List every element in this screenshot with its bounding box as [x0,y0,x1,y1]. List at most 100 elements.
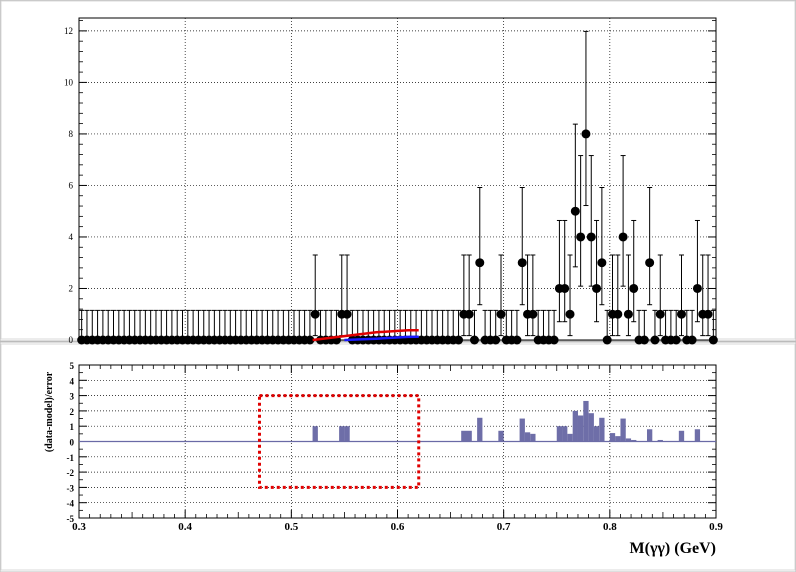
fit-data-point [310,309,320,319]
pull-bar [599,417,605,442]
pull-bar [588,413,594,442]
pull-bar [583,400,589,442]
fit-data-point [676,309,686,319]
pull-xtick-label: 0.6 [391,521,405,533]
model-curve-red [312,328,419,342]
pull-ytick-label: 2 [70,407,75,417]
pull-bar [625,438,632,442]
pull-xtick-label: 0.5 [284,521,298,533]
pull-bar [593,426,600,442]
pull-bar [466,430,472,442]
pull-bar [519,418,525,442]
pull-ytick-label: -3 [67,483,75,493]
fit-data-point [491,335,501,345]
fit-data-point [623,309,633,319]
fit-data-point [597,258,607,268]
fit-data-point [565,309,575,319]
pull-ytick-label: 0 [70,438,75,448]
pull-bar [615,436,621,442]
x-axis-title: M(γγ) (GeV) [630,540,716,557]
fit-ytick-label: 6 [69,180,74,190]
pull-bar [694,429,701,442]
fit-data-point [528,309,538,319]
fit-data-point [708,335,718,345]
fit-data-point [692,283,702,293]
pull-panel: -5 -4 -3 -2 -1 0 1 2 3 4 5 0.3 0.4 0.5 0.6 0.7 0.8 0.9 [67,361,724,533]
fit-data-point [671,335,681,345]
pull-bar [657,439,663,442]
pull-bar [572,410,578,442]
fit-frame [78,17,717,341]
y-axis-title: (data-model)/error [44,371,55,452]
fit-data-point [305,335,315,345]
pull-bar [646,429,653,442]
fit-data-point [512,335,522,345]
fit-data-point [602,335,612,345]
model-curve-blue [344,335,419,342]
fit-ytick-label: 12 [64,26,73,36]
fit-data-point [576,232,586,242]
pull-bar [609,433,616,442]
pull-bar [631,439,637,442]
bottom-pad-border [0,343,796,571]
fit-data-point [469,335,479,345]
pull-bar [477,417,483,442]
fit-data-point [475,258,485,268]
fit-data-point [655,309,665,319]
pull-bar [620,418,626,442]
fit-data-point [549,335,559,345]
pull-ytick-label: 1 [70,422,75,432]
pull-ytick-label: 5 [70,361,75,371]
pull-bar [530,433,536,442]
pull-ytick-label: -5 [67,514,75,524]
fit-data-point [687,335,697,345]
pull-bar [498,430,504,442]
fit-data-point [464,309,474,319]
pull-bar [562,426,568,442]
pull-ytick-label: -4 [67,499,75,509]
pull-bar [461,430,467,442]
fit-data-point [560,283,570,293]
pull-bar [312,426,318,442]
fit-data-point [517,258,527,268]
pull-bar [567,433,573,442]
fit-data-point [454,335,464,345]
pull-bar [678,430,685,442]
fit-data-point [639,335,649,345]
fit-data-point [581,129,591,139]
pull-xtick-label: 0.4 [178,521,192,533]
pull-xtick-label: 0.3 [72,521,86,533]
fit-data-point [592,283,602,293]
pull-bar [556,426,563,442]
fit-data-point [629,283,639,293]
pull-ytick-label: 4 [70,376,75,386]
fit-ytick-label: 2 [69,283,74,293]
fit-data-point [703,309,713,319]
fit-data-point [650,335,660,345]
pull-bar [344,426,350,442]
fit-data-point [618,232,628,242]
pull-ytick-label: -1 [67,453,75,463]
pull-xtick-label: 0.7 [497,521,511,533]
fit-data-point [645,258,655,268]
pull-ytick-label: 3 [70,392,75,402]
pull-ytick-label: -2 [67,468,75,478]
fit-ytick-label: 0 [69,335,74,345]
fit-ytick-label: 4 [69,232,74,242]
fit-data-point [496,309,506,319]
fit-ytick-label: 10 [64,77,74,87]
fit-panel: 0 2 4 6 8 10 12 [64,17,718,345]
highlight-box [257,394,421,489]
fit-ytick-label: 8 [69,129,74,139]
fit-data-point [570,206,580,216]
fit-data-point [342,309,352,319]
pull-bar [339,426,345,442]
pull-bar [577,415,584,442]
pull-xtick-label: 0.9 [709,521,723,533]
pull-bar [524,432,531,442]
fit-data-point [586,232,596,242]
pull-xtick-label: 0.8 [603,521,617,533]
fit-data-point [613,309,623,319]
